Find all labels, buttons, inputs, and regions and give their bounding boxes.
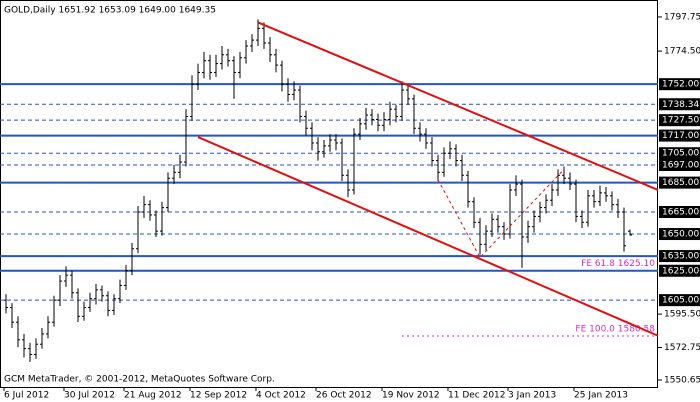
level-label: 1625.00 [662, 266, 699, 276]
y-tick-label: 1774.50 [664, 47, 700, 57]
level-label: 1650.00 [662, 230, 699, 240]
level-label: 1727.50 [662, 116, 699, 126]
copyright: GCM MetaTrader, © 2001-2012, MetaQuotes … [4, 375, 275, 385]
x-tick-label: 19 Nov 2012 [382, 391, 440, 401]
level-label-box [659, 147, 700, 160]
level-label-box [659, 250, 700, 263]
trend-line [257, 21, 659, 191]
level-label-box [659, 78, 700, 91]
chart-title: GOLD,Daily 1651.92 1653.09 1649.00 1649.… [4, 6, 216, 16]
x-tick-label: 21 Aug 2012 [124, 391, 182, 401]
level-label-box [659, 294, 700, 307]
fibo-label: FE 61.8 1625.10 [581, 259, 655, 269]
level-label-box [659, 158, 700, 171]
level-label: 1697.00 [662, 160, 699, 170]
level-label: 1705.00 [662, 149, 699, 159]
level-label-box [659, 98, 700, 111]
level-label: 1685.00 [662, 178, 699, 188]
level-label: 1605.00 [662, 296, 699, 306]
x-tick-label: 11 Dec 2012 [448, 391, 506, 401]
y-tick-label: 1797.75 [664, 12, 700, 22]
level-label: 1752.00 [662, 80, 699, 90]
level-label: 1665.00 [662, 207, 699, 217]
level-label: 1738.34 [662, 100, 699, 110]
y-tick-label: 1550.65 [664, 375, 700, 385]
level-label: 1717.00 [662, 131, 699, 141]
y-tick-label: 1572.75 [664, 343, 700, 353]
plot-frame [0, 0, 658, 388]
x-tick-label: 6 Jul 2012 [4, 391, 49, 401]
x-tick-label: 4 Oct 2012 [256, 391, 306, 401]
x-tick-label: 25 Jan 2013 [574, 391, 628, 401]
y-tick-label: 1595.50 [664, 310, 700, 320]
x-tick-label: 30 Jul 2012 [64, 391, 115, 401]
level-label-box [659, 129, 700, 142]
level-label-box [659, 264, 700, 277]
x-tick-label: 26 Oct 2012 [316, 391, 372, 401]
fibo-label: FE 100.0 1580.58 [575, 325, 655, 335]
level-label-box [659, 114, 700, 127]
x-tick-label: 12 Sep 2012 [190, 391, 247, 401]
level-label-box [659, 205, 700, 218]
x-tick-label: 3 Jan 2013 [508, 391, 556, 401]
level-label-box [659, 228, 700, 241]
level-label: 1635.00 [662, 252, 699, 262]
fibo-zigzag [437, 169, 565, 259]
trend-line [197, 136, 659, 337]
level-label-box [659, 176, 700, 189]
